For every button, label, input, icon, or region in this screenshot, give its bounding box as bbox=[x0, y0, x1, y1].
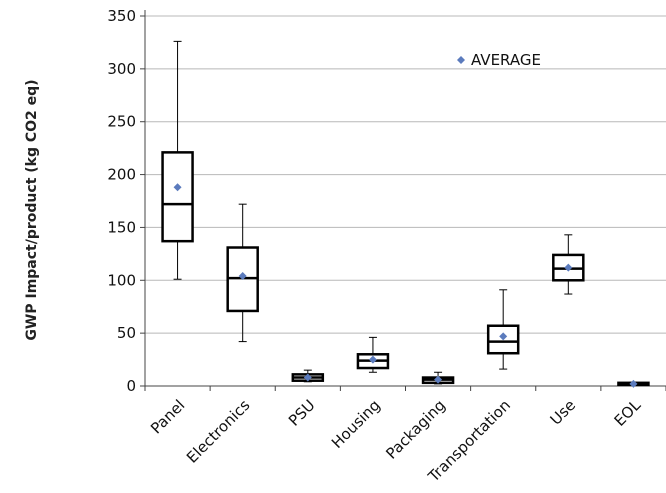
y-tick-label: 150 bbox=[107, 218, 136, 236]
y-tick-label: 0 bbox=[126, 377, 136, 395]
average-marker bbox=[303, 373, 312, 382]
average-marker bbox=[368, 355, 377, 364]
y-tick-label: 200 bbox=[107, 166, 136, 184]
y-tick-label: 50 bbox=[117, 324, 136, 342]
y-tick-label: 300 bbox=[107, 60, 136, 78]
y-tick-label: 350 bbox=[107, 7, 136, 25]
average-marker bbox=[238, 272, 247, 281]
box bbox=[486, 324, 520, 355]
average-marker bbox=[629, 379, 638, 388]
legend-marker bbox=[457, 56, 465, 64]
x-tick-label: Electronics bbox=[183, 396, 254, 467]
average-marker bbox=[173, 183, 182, 192]
x-tick-label: Use bbox=[547, 396, 580, 429]
x-tick-label: Housing bbox=[328, 396, 384, 452]
average-marker bbox=[499, 332, 508, 341]
average-marker bbox=[434, 375, 443, 384]
x-tick-label: Panel bbox=[147, 396, 188, 437]
x-tick-label: PSU bbox=[285, 396, 319, 430]
y-tick-label: 100 bbox=[107, 271, 136, 289]
average-marker bbox=[564, 263, 573, 272]
legend-label: AVERAGE bbox=[471, 51, 541, 69]
box bbox=[161, 151, 194, 243]
y-tick-label: 250 bbox=[107, 113, 136, 131]
x-tick-label: EOL bbox=[611, 396, 645, 430]
x-tick-label: Packaging bbox=[382, 396, 449, 463]
